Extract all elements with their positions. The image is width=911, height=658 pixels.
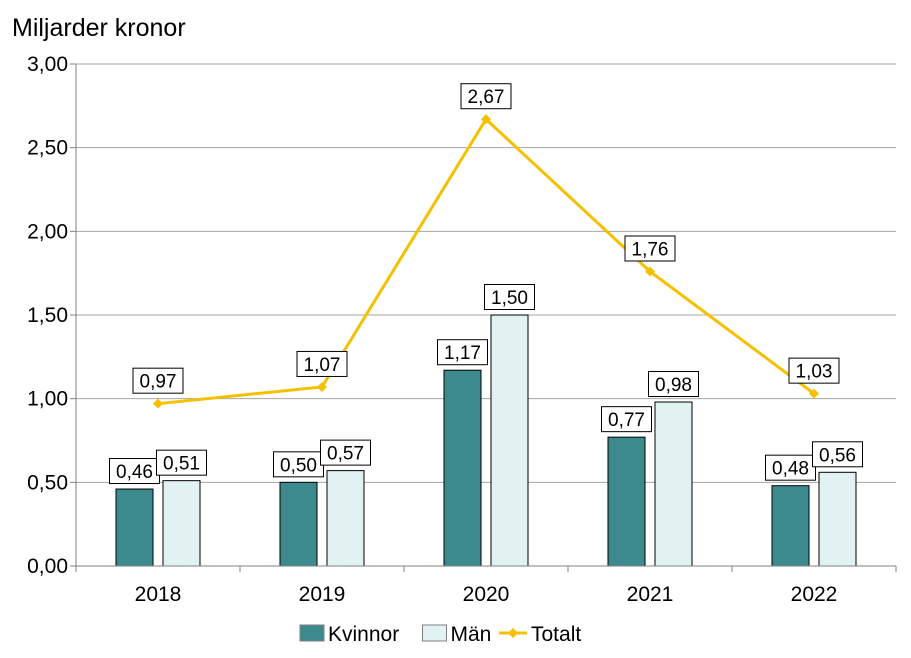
data-label: 0,48 <box>772 459 809 480</box>
total-line <box>153 114 819 409</box>
y-tick-label: 3,00 <box>27 53 68 76</box>
legend: Kvinnor Män Totalt <box>299 623 581 646</box>
data-label: 0,77 <box>608 410 645 431</box>
legend-marker <box>508 628 518 638</box>
data-label: 1,03 <box>796 362 833 383</box>
x-tick-label: 2021 <box>627 583 674 606</box>
data-label-box <box>320 439 371 466</box>
data-label: 0,50 <box>280 455 317 476</box>
bar-män <box>326 470 365 567</box>
bar-kvinnor <box>607 436 646 567</box>
line-marker <box>153 398 163 409</box>
data-label: 0,51 <box>163 454 200 475</box>
legend-label: Totalt <box>531 623 581 646</box>
data-label: 1,07 <box>304 355 341 376</box>
bar-kvinnor <box>771 485 810 567</box>
bar-kvinnor <box>115 488 154 567</box>
legend-swatch <box>299 624 325 642</box>
data-label: 0,57 <box>327 444 364 465</box>
line-marker <box>317 381 327 392</box>
y-tick-label: 2,00 <box>27 220 68 243</box>
data-label-box <box>624 235 676 262</box>
data-label: 0,46 <box>116 462 153 483</box>
y-tick-label: 0,00 <box>27 555 68 578</box>
data-label-box <box>273 451 324 478</box>
data-label: 1,17 <box>444 343 481 364</box>
data-label-box <box>296 350 348 377</box>
bar-män <box>490 314 529 567</box>
x-tick-label: 2020 <box>463 583 510 606</box>
axes: 0,00 0,50 1,00 1,50 2,00 2,50 3,00 2018 2019 2020… <box>27 53 897 606</box>
data-label: 1,76 <box>632 239 669 260</box>
bar-kvinnor <box>443 369 482 567</box>
bars <box>115 314 857 567</box>
legend-label: Män <box>451 623 492 646</box>
line-marker <box>645 266 655 277</box>
x-tick-label: 2022 <box>791 583 838 606</box>
data-label: 0,56 <box>819 445 856 466</box>
x-tick-label: 2018 <box>135 583 182 606</box>
legend-swatch <box>422 624 447 642</box>
y-tick-label: 2,50 <box>27 137 68 160</box>
y-tick-label: 1,00 <box>27 388 68 411</box>
data-label-box <box>601 406 652 433</box>
line-marker <box>481 114 491 125</box>
data-label-box <box>437 339 488 366</box>
data-label-box <box>109 458 160 485</box>
data-label-box <box>812 441 863 468</box>
data-label-box <box>132 367 184 394</box>
legend-label: Kvinnor <box>328 623 399 646</box>
bar-män <box>162 480 201 567</box>
data-label-box <box>648 371 699 398</box>
x-tick-label: 2019 <box>299 583 346 606</box>
bar-män <box>818 471 857 567</box>
data-label: 2,67 <box>468 87 505 108</box>
bar-män <box>654 401 693 567</box>
y-axis-title: Miljarder kronor <box>12 14 186 42</box>
data-label: 0,98 <box>655 375 692 396</box>
gridlines <box>76 63 896 483</box>
data-label-box <box>156 449 207 476</box>
bar-kvinnor <box>279 481 318 567</box>
data-label: 0,97 <box>140 372 177 393</box>
data-label-box <box>460 83 512 110</box>
data-label-box <box>765 454 816 481</box>
line-marker <box>809 388 819 399</box>
y-tick-label: 1,50 <box>27 304 68 327</box>
data-labels: 0,46 0,50 1,17 0,77 0,48 0,51 0,57 1,50 0,98 0,56… <box>109 83 863 485</box>
data-label-box <box>788 357 840 384</box>
data-label-box <box>484 284 535 310</box>
y-tick-label: 0,50 <box>27 471 68 494</box>
data-label: 1,50 <box>491 288 528 309</box>
